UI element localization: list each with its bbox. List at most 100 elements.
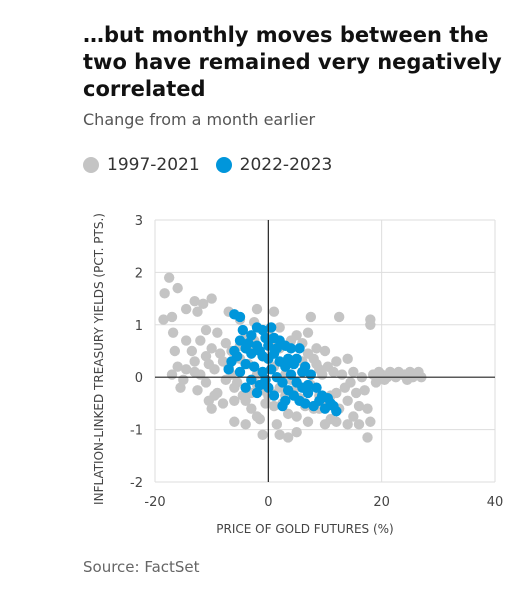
point-2022-2023 [257,366,268,378]
point-1997-2021 [336,369,348,380]
point-2022-2023 [237,324,249,336]
point-1997-2021 [206,343,217,354]
point-1997-2021 [251,303,263,315]
point-2022-2023 [240,358,251,370]
point-1997-2021 [217,398,229,409]
x-tick-label: 40 [487,495,504,510]
y-axis-label: INFLATION-LINKED TREASURY YIELDS (PCT. P… [92,213,106,505]
point-1997-2021 [319,419,331,430]
point-1997-2021 [348,366,359,378]
legend-item-2022-2023: 2022-2023 [215,155,332,175]
point-1997-2021 [302,327,314,338]
point-1997-2021 [192,385,203,396]
y-tick-label: -1 [130,424,143,439]
point-2022-2023 [299,398,311,409]
point-1997-2021 [333,311,345,323]
point-1997-2021 [342,353,353,365]
point-1997-2021 [345,377,356,388]
grid-lines [154,219,496,483]
point-2022-2023 [254,379,266,391]
point-1997-2021 [314,364,325,375]
point-2022-2023 [265,322,277,333]
point-2022-2023 [257,324,268,336]
point-1997-2021 [203,395,215,406]
point-1997-2021 [200,351,212,362]
point-1997-2021 [302,416,314,427]
y-tick-label: 0 [135,371,143,386]
point-1997-2021 [353,419,365,430]
x-axis-label: PRICE OF GOLD FUTURES (%) [216,522,393,536]
point-2022-2023 [282,353,294,365]
point-1997-2021 [291,411,302,422]
x-tick-label: -20 [144,495,165,510]
point-1997-2021 [217,356,229,367]
point-1997-2021 [342,419,353,430]
point-1997-2021 [373,366,385,378]
point-1997-2021 [192,306,203,317]
point-1997-2021 [220,337,232,349]
point-1997-2021 [158,314,169,325]
point-2022-2023 [251,387,263,399]
point-1997-2021 [305,311,317,323]
point-1997-2021 [189,296,200,307]
y-tick-label: 1 [135,319,143,334]
point-2022-2023 [246,330,257,341]
point-2022-2023 [328,400,339,412]
point-1997-2021 [282,432,294,443]
point-1997-2021 [195,335,206,346]
point-2022-2023 [277,377,288,388]
point-1997-2021 [167,327,179,338]
point-2022-2023 [280,361,291,372]
point-1997-2021 [251,411,263,422]
legend: 1997-2021 2022-2023 [83,155,348,175]
point-1997-2021 [200,324,212,336]
point-1997-2021 [180,303,192,315]
point-2022-2023 [240,382,251,393]
point-2022-2023 [251,340,263,351]
point-2022-2023 [257,351,268,362]
point-1997-2021 [348,411,359,422]
point-1997-2021 [362,403,373,414]
point-1997-2021 [268,306,280,317]
point-1997-2021 [240,419,251,430]
point-1997-2021 [257,429,268,441]
point-1997-2021 [342,395,353,406]
tick-labels: 3 2 1 0 -1 -2-20 0 20 40 [130,214,503,510]
point-2022-2023 [302,387,314,399]
y-tick-label: 3 [135,214,143,229]
point-1997-2021 [331,356,342,367]
point-2022-2023 [229,345,240,357]
source-note: Source: FactSet [83,558,200,576]
point-1997-2021 [172,282,183,294]
point-1997-2021 [186,345,198,357]
point-2022-2023 [248,361,260,372]
point-1997-2021 [240,395,251,406]
point-1997-2021 [175,382,186,393]
point-1997-2021 [229,382,240,393]
point-1997-2021 [350,387,362,399]
point-1997-2021 [362,432,373,443]
point-1997-2021 [331,416,342,427]
point-1997-2021 [274,429,285,441]
point-1997-2021 [189,356,200,367]
point-1997-2021 [271,419,283,430]
point-1997-2021 [311,343,322,354]
legend-swatch-blue [215,157,232,173]
point-1997-2021 [189,366,200,378]
point-1997-2021 [206,403,217,414]
point-1997-2021 [163,272,175,283]
legend-swatch-grey [83,157,99,173]
point-2022-2023 [322,392,334,404]
point-1997-2021 [246,403,257,414]
x-tick-label: 0 [264,495,272,510]
point-2022-2023 [226,356,237,367]
point-1997-2021 [274,322,285,333]
point-1997-2021 [328,366,339,378]
point-1997-2021 [180,364,192,375]
point-1997-2021 [212,327,223,338]
point-1997-2021 [214,348,226,359]
point-2022-2023 [268,332,280,344]
point-1997-2021 [353,400,365,412]
point-2022-2023 [243,337,254,349]
y-tick-label: 2 [135,266,143,281]
